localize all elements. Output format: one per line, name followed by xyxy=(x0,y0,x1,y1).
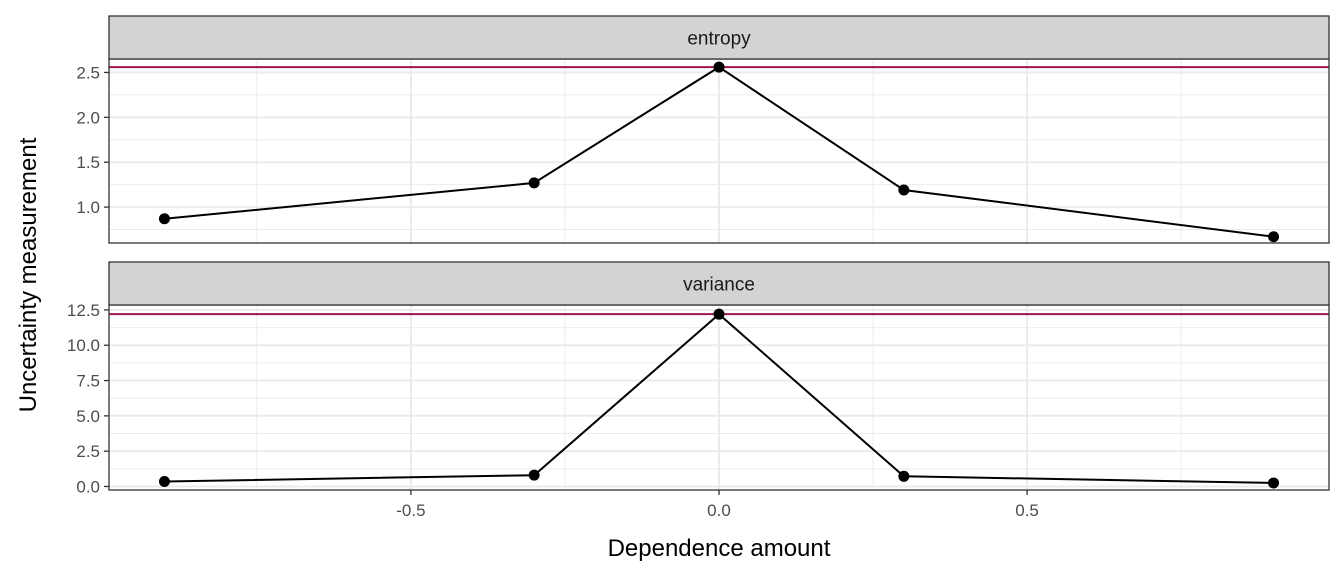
data-point xyxy=(158,476,170,488)
data-point xyxy=(528,177,540,189)
y-tick-label: 2.0 xyxy=(76,108,100,127)
y-tick-label: 7.5 xyxy=(76,372,100,391)
y-axis-title: Uncertainty measurement xyxy=(15,137,42,412)
y-tick-label: 1.0 xyxy=(76,198,100,217)
data-point xyxy=(713,61,725,73)
y-tick-label: 10.0 xyxy=(67,336,100,355)
data-point xyxy=(1268,231,1280,243)
data-point xyxy=(898,184,910,196)
y-tick-label: 0.0 xyxy=(76,477,100,496)
data-point xyxy=(158,213,170,225)
y-tick-label: 2.5 xyxy=(76,442,100,461)
x-axis: -0.5 0.0 0.5 xyxy=(396,490,1039,520)
facet-strip-label: variance xyxy=(683,275,755,296)
data-point xyxy=(1268,477,1280,489)
data-point xyxy=(898,470,910,482)
x-axis-title: Dependence amount xyxy=(608,535,831,562)
facet-strip-label: entropy xyxy=(687,29,751,50)
data-point xyxy=(713,308,725,320)
data-point xyxy=(528,469,540,481)
facet-panel-variance: variance 0.0 2.5 5.0 7.5 10.0 12.5 xyxy=(67,261,1330,496)
x-tick-label: 0.0 xyxy=(707,501,731,520)
facet-panels: entropy 1.0 1.5 2.0 2.5 variance 0.0 2.5 5.0 7.5 1… xyxy=(67,15,1330,496)
facet-strip xyxy=(108,261,1330,306)
facet-strip xyxy=(108,15,1330,60)
x-tick-label: -0.5 xyxy=(396,501,425,520)
facet-panel-entropy: entropy 1.0 1.5 2.0 2.5 xyxy=(76,15,1330,244)
y-tick-label: 5.0 xyxy=(76,407,100,426)
y-tick-label: 12.5 xyxy=(67,301,100,320)
y-tick-label: 2.5 xyxy=(76,63,100,82)
x-tick-label: 0.5 xyxy=(1015,501,1039,520)
y-tick-label: 1.5 xyxy=(76,153,100,172)
